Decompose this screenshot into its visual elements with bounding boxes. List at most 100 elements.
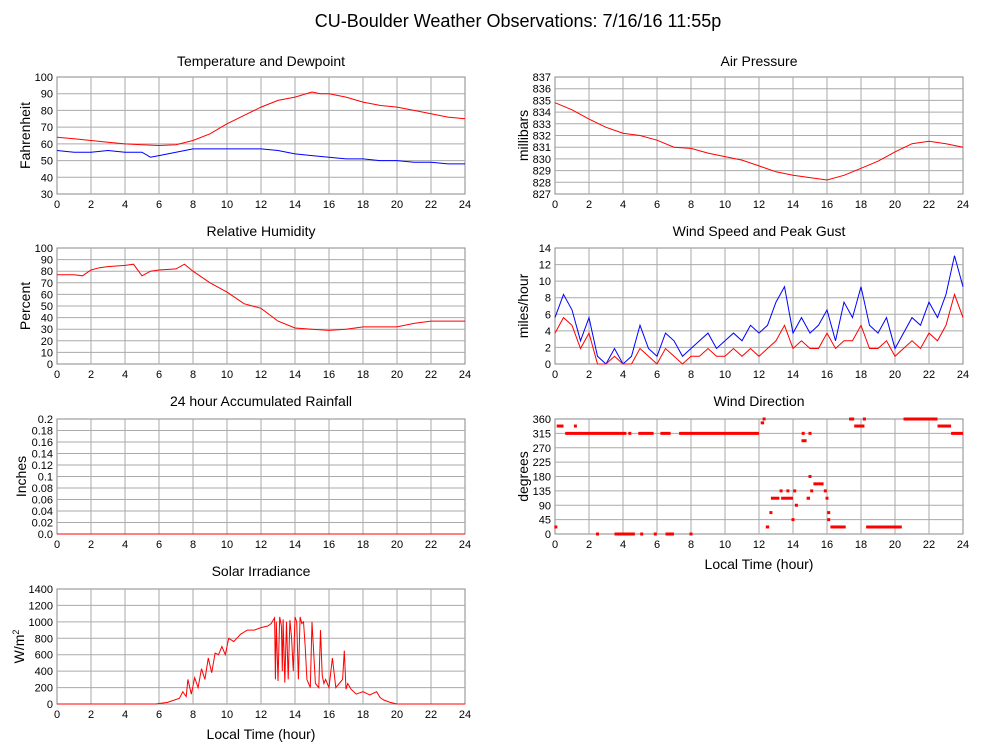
x-tick-label: 4 <box>620 369 626 381</box>
y-tick-label: 0.14 <box>32 449 53 461</box>
direction-point <box>689 532 693 536</box>
y-tick-label: 135 <box>533 486 551 498</box>
y-tick-label: 0.0 <box>38 529 53 541</box>
y-tick-label: 836 <box>533 84 551 96</box>
x-tick-label: 18 <box>855 539 867 551</box>
y-tick-label: 830 <box>533 154 551 166</box>
y-axis-label-text: degrees <box>515 451 531 502</box>
x-tick-label: 22 <box>425 369 437 381</box>
x-tick-label: 10 <box>221 709 233 721</box>
x-tick-label: 14 <box>289 369 301 381</box>
y-tick-label: 60 <box>41 139 53 151</box>
y-tick-label: 4 <box>545 326 551 338</box>
y-tick-label: 835 <box>533 95 551 107</box>
x-tick-label: 20 <box>889 369 901 381</box>
x-tick-label: 14 <box>289 709 301 721</box>
y-tick-label: 12 <box>539 260 551 272</box>
direction-point <box>862 417 866 421</box>
y-tick-label: 200 <box>35 683 53 695</box>
x-tick-label: 4 <box>620 539 626 551</box>
y-axis-label: miles/hour <box>515 273 531 338</box>
chart-title: 24 hour Accumulated Rainfall <box>170 393 352 409</box>
x-tick-label: 24 <box>459 539 471 551</box>
x-tick-label: 4 <box>122 709 128 721</box>
y-tick-label: 70 <box>41 122 53 134</box>
y-tick-label: 50 <box>41 156 53 168</box>
y-axis-label: degrees <box>515 451 531 502</box>
x-tick-label: 2 <box>586 539 592 551</box>
y-tick-label: 827 <box>533 189 551 201</box>
x-tick-label: 10 <box>719 369 731 381</box>
x-tick-label: 2 <box>586 369 592 381</box>
series-line <box>57 616 465 705</box>
y-tick-label: 50 <box>41 301 53 313</box>
direction-point <box>801 431 805 435</box>
y-tick-label: 10 <box>539 276 551 288</box>
x-tick-label: 22 <box>923 199 935 211</box>
x-tick-label: 0 <box>552 539 558 551</box>
x-tick-label: 16 <box>821 199 833 211</box>
y-tick-label: 270 <box>533 443 551 455</box>
y-tick-label: 0.12 <box>32 460 53 472</box>
x-tick-label: 20 <box>889 199 901 211</box>
solar-irradiance-panel: 0 2 4 6 8 10 12 14 16 18 20 22 240200400600800100012… <box>11 563 471 742</box>
y-axis-label: Fahrenheit <box>17 102 33 169</box>
direction-point <box>825 496 829 500</box>
x-axis-label: Local Time (hour) <box>705 556 814 572</box>
x-tick-label: 0 <box>54 539 60 551</box>
direction-point <box>808 431 812 435</box>
chart-title: Air Pressure <box>720 53 797 69</box>
y-tick-label: 8 <box>545 293 551 305</box>
y-tick-label: 14 <box>539 243 551 255</box>
y-axis-label-text: Inches <box>13 456 29 497</box>
y-tick-label: 0.2 <box>38 414 53 426</box>
x-tick-label: 4 <box>620 199 626 211</box>
x-tick-label: 0 <box>54 709 60 721</box>
direction-point <box>762 417 766 421</box>
y-tick-label: 90 <box>539 500 551 512</box>
chart-title: Solar Irradiance <box>212 563 311 579</box>
x-tick-label: 10 <box>719 199 731 211</box>
x-tick-label: 4 <box>122 369 128 381</box>
y-tick-label: 600 <box>35 650 53 662</box>
x-tick-label: 14 <box>787 369 799 381</box>
x-tick-label: 6 <box>654 539 660 551</box>
x-tick-label: 20 <box>391 709 403 721</box>
y-tick-label: 834 <box>533 107 551 119</box>
page-title: CU-Boulder Weather Observations: 7/16/16… <box>315 11 722 31</box>
x-tick-label: 24 <box>957 539 969 551</box>
x-tick-label: 10 <box>221 369 233 381</box>
x-tick-label: 18 <box>855 369 867 381</box>
direction-point <box>596 532 599 536</box>
y-tick-label: 1200 <box>29 600 53 612</box>
relative-humidity-panel: 0 2 4 6 8 10 12 14 16 18 20 22 240102030405060708090… <box>17 223 471 381</box>
x-tick-label: 14 <box>289 199 301 211</box>
direction-point <box>573 424 577 428</box>
x-tick-label: 8 <box>688 199 694 211</box>
x-tick-label: 0 <box>552 199 558 211</box>
y-tick-label: 80 <box>41 266 53 278</box>
x-tick-label: 8 <box>190 539 196 551</box>
y-tick-label: 833 <box>533 119 551 131</box>
x-tick-label: 2 <box>88 539 94 551</box>
x-tick-label: 8 <box>688 539 694 551</box>
x-tick-label: 8 <box>190 369 196 381</box>
y-tick-label: 837 <box>533 72 551 84</box>
series-line <box>554 292 964 365</box>
x-tick-label: 24 <box>459 709 471 721</box>
x-tick-label: 12 <box>255 709 267 721</box>
y-tick-label: 40 <box>41 172 53 184</box>
direction-point <box>640 532 644 536</box>
direction-point <box>769 511 773 515</box>
y-axis-label: Percent <box>17 282 33 330</box>
y-tick-label: 0.1 <box>38 472 53 484</box>
y-axis-label: W/m2 <box>11 630 27 664</box>
x-tick-label: 18 <box>357 369 369 381</box>
y-tick-label: 0 <box>47 359 53 371</box>
x-tick-label: 16 <box>323 539 335 551</box>
direction-point <box>808 475 812 478</box>
y-tick-label: 0 <box>545 529 551 541</box>
x-tick-label: 8 <box>688 369 694 381</box>
x-tick-label: 16 <box>821 539 833 551</box>
